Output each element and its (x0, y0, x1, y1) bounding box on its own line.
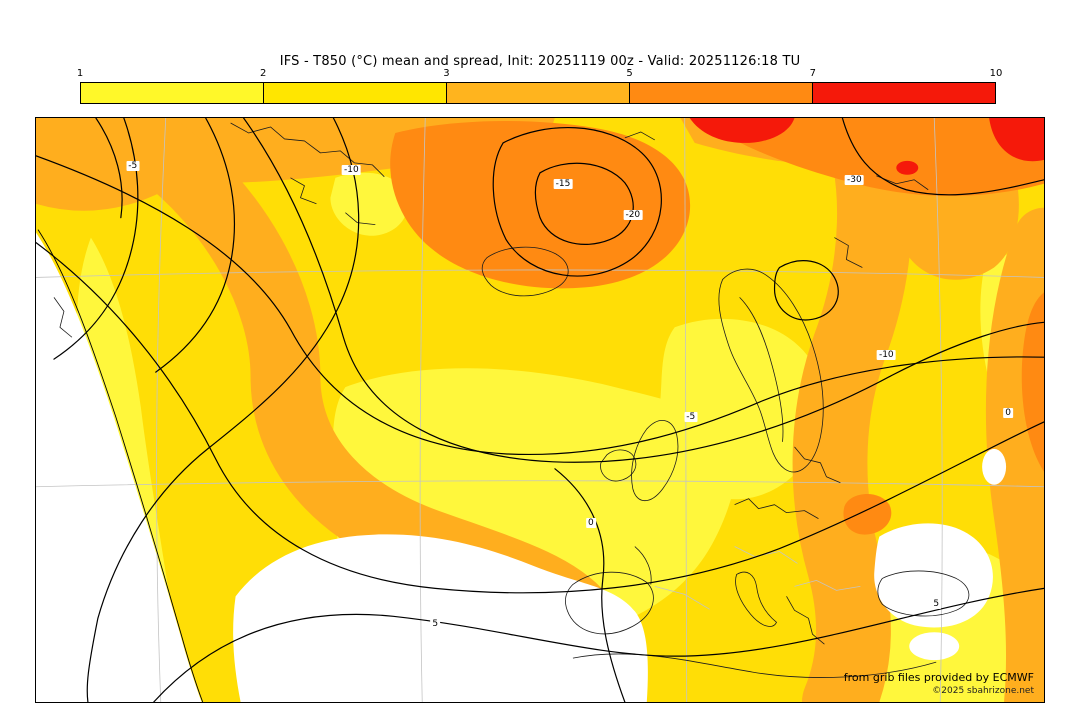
colorbar-tick-7: 7 (809, 68, 816, 79)
coastlines (53, 122, 970, 678)
credit-ecmwf: from grib files provided by ECMWF (843, 671, 1034, 684)
colorbar-tick-5: 5 (626, 68, 633, 79)
isotherm-lines (36, 118, 1044, 702)
credit-site: ©2025 sbahrizone.net (932, 686, 1034, 696)
colorbar-tick-10: 10 (989, 68, 1003, 79)
colorbar-tick-2: 2 (260, 68, 267, 79)
colorbar-segment-7-10 (813, 83, 995, 103)
map-frame: -5 -10 -15 -20 -30 -10 -5 0 0 5 5 from grib files … (35, 117, 1045, 703)
map-credits: from grib files provided by ECMWF ©2025 … (844, 671, 1034, 696)
weather-map (36, 118, 1044, 702)
colorbar-tick-3: 3 (443, 68, 450, 79)
colorbar-segment-3-5 (447, 83, 630, 103)
colorbar-bar (80, 82, 996, 104)
spread-under-fills (36, 232, 1007, 702)
graticule-lines (36, 118, 1044, 702)
colorbar-tick-1: 1 (76, 68, 84, 79)
colorbar-segment-1-2 (81, 83, 264, 103)
colorbar-ticks: 1 2 3 5 7 10 (76, 68, 1003, 82)
spread-mid-fills (36, 118, 1044, 702)
colorbar-segment-5-7 (630, 83, 813, 103)
colorbar: 1 2 3 5 7 10 (76, 68, 1003, 104)
spread-max-fills (689, 118, 1044, 175)
domain-edge-line (37, 229, 204, 702)
colorbar-segment-2-3 (264, 83, 447, 103)
chart-title: IFS - T850 (°C) mean and spread, Init: 2… (279, 54, 801, 69)
